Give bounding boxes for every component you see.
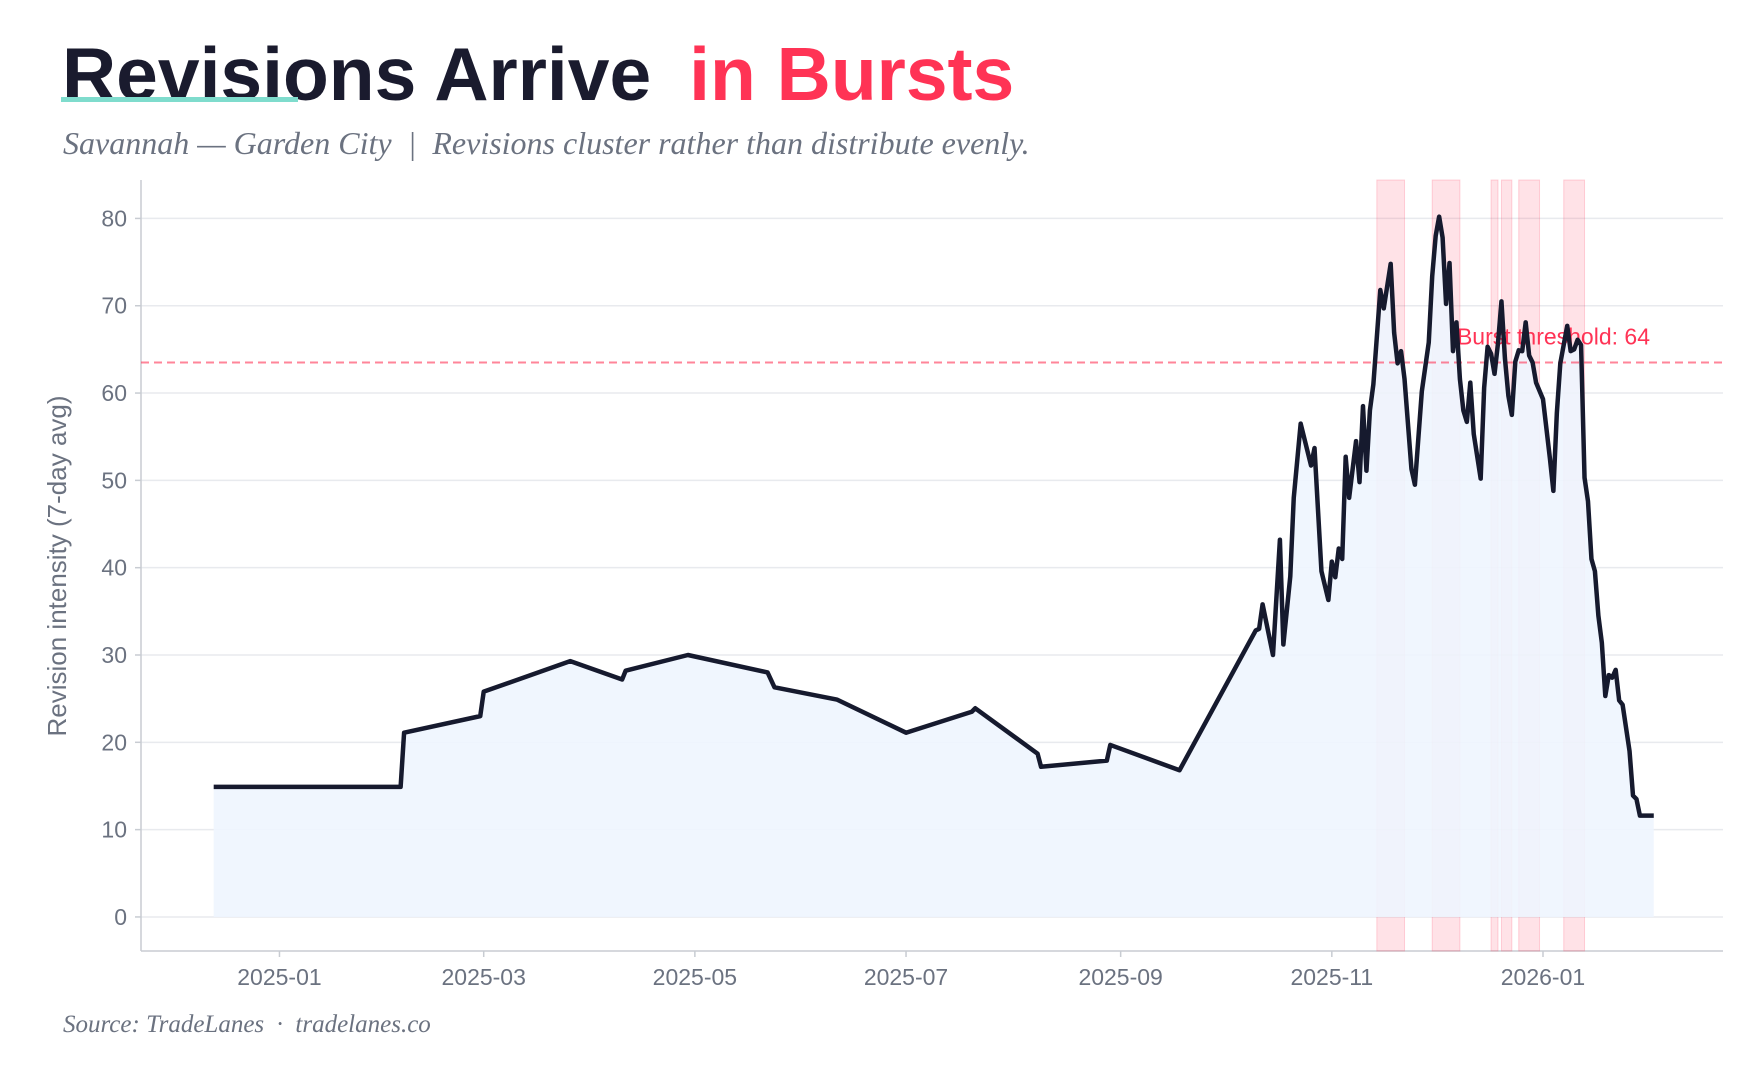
y-tick-label: 20 [101,729,127,755]
y-axis-label: Revision intensity (7-day avg) [42,395,72,736]
subtitle: Savannah — Garden City | Revisions clust… [63,125,1030,161]
y-tick-label: 30 [101,642,127,668]
x-tick-label: 2025-05 [653,964,737,990]
title-highlight: in Bursts [689,32,1014,116]
y-tick-label: 70 [101,293,127,319]
x-tick-label: 2025-11 [1290,964,1373,990]
y-tick-label: 40 [101,555,127,581]
y-tick-label: 50 [101,467,127,493]
line [213,214,1654,818]
title-main: Revisions Arrive [62,32,651,116]
x-tick-label: 2025-09 [1078,964,1162,990]
y-tick-label: 80 [101,205,127,231]
x-tick-label: 2025-01 [237,964,321,990]
source: Source: TradeLanes · tradelanes.co [63,1011,431,1038]
x-tick-label: 2025-07 [864,964,948,990]
x-tick-label: 2026-01 [1501,964,1585,990]
y-tick-label: 10 [101,817,127,843]
title-accent [61,97,298,102]
y-tick-label: 60 [101,380,127,406]
area [213,216,1654,917]
chart-title: Revisions Arrive in Bursts [62,32,1014,116]
y-tick-label: 0 [114,904,127,930]
x-tick-label: 2025-03 [441,964,525,990]
